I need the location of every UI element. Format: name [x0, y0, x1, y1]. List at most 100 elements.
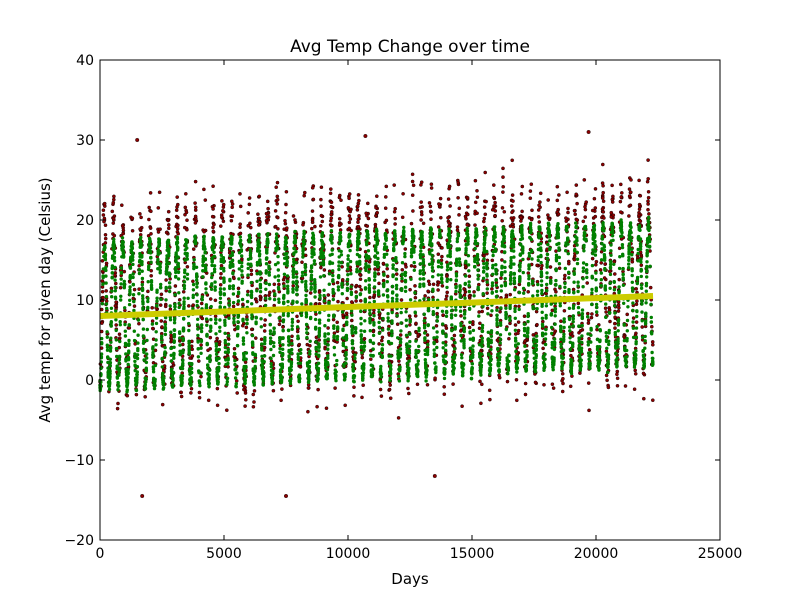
raw-temperature-point [329, 216, 334, 220]
smoothed-temperature-point [462, 346, 466, 350]
smoothed-temperature-point [262, 354, 267, 358]
smoothed-temperature-point [496, 352, 500, 356]
smoothed-temperature-point [137, 271, 142, 276]
raw-temperature-point [482, 205, 487, 209]
smoothed-temperature-point [571, 304, 576, 308]
smoothed-temperature-point [412, 248, 416, 253]
smoothed-temperature-point [337, 264, 341, 268]
raw-temperature-point [501, 175, 505, 179]
smoothed-temperature-point [110, 271, 115, 275]
smoothed-temperature-point [554, 282, 558, 287]
smoothed-temperature-point [436, 260, 441, 264]
raw-temperature-point [132, 304, 137, 308]
smoothed-temperature-point [618, 255, 622, 259]
raw-temperature-point [291, 214, 296, 218]
raw-temperature-point [441, 313, 445, 318]
smoothed-temperature-point [312, 247, 316, 251]
smoothed-temperature-point [330, 241, 334, 245]
smoothed-temperature-point [649, 302, 653, 306]
raw-temperature-point [425, 333, 430, 337]
raw-temperature-point [593, 206, 598, 210]
raw-temperature-point [605, 378, 609, 383]
smoothed-temperature-point [134, 388, 139, 393]
smoothed-temperature-point [646, 220, 651, 224]
smoothed-temperature-point [394, 283, 399, 288]
raw-temperature-point [110, 209, 115, 214]
raw-temperature-point [473, 223, 477, 227]
smoothed-temperature-point [413, 311, 417, 315]
smoothed-temperature-point [231, 284, 235, 288]
raw-temperature-point [215, 336, 219, 341]
raw-temperature-point [586, 318, 591, 322]
smoothed-temperature-point [264, 296, 268, 300]
raw-temperature-point [452, 349, 457, 354]
raw-temperature-point [560, 371, 565, 376]
raw-temperature-point [249, 327, 254, 332]
smoothed-temperature-point [504, 310, 508, 315]
raw-temperature-point [177, 297, 182, 302]
smoothed-temperature-point [640, 319, 644, 323]
smoothed-temperature-point [482, 266, 486, 270]
raw-temperature-point [586, 381, 591, 385]
smoothed-temperature-point [406, 369, 410, 374]
smoothed-temperature-point [309, 282, 313, 286]
raw-temperature-point [617, 246, 622, 251]
smoothed-temperature-point [218, 325, 222, 329]
smoothed-temperature-point [600, 237, 605, 241]
smoothed-temperature-point [494, 294, 499, 299]
smoothed-temperature-point [264, 287, 268, 291]
raw-temperature-point [250, 283, 254, 288]
smoothed-temperature-point [469, 376, 474, 380]
raw-temperature-point [523, 392, 528, 397]
smoothed-temperature-point [386, 299, 390, 303]
raw-temperature-point [640, 325, 645, 329]
raw-temperature-point [301, 222, 305, 227]
smoothed-temperature-point [326, 347, 330, 351]
raw-temperature-point [226, 364, 230, 369]
raw-temperature-point [528, 196, 533, 200]
raw-temperature-point [583, 215, 588, 219]
raw-temperature-point [199, 343, 203, 347]
raw-temperature-point [354, 290, 358, 294]
raw-temperature-point [206, 398, 211, 403]
smoothed-temperature-point [459, 353, 464, 357]
raw-temperature-point [190, 354, 195, 358]
raw-temperature-point [599, 261, 604, 265]
smoothed-temperature-point [643, 334, 647, 339]
raw-temperature-point [366, 216, 371, 221]
raw-temperature-point [482, 216, 487, 221]
smoothed-temperature-point [208, 368, 212, 372]
raw-temperature-point [583, 207, 588, 212]
smoothed-temperature-point [418, 271, 422, 276]
raw-temperature-point [456, 195, 460, 200]
raw-temperature-point [349, 300, 354, 304]
raw-temperature-point [586, 311, 590, 316]
smoothed-temperature-point [480, 323, 485, 328]
smoothed-temperature-point [348, 239, 352, 243]
smoothed-temperature-point [608, 286, 612, 290]
raw-temperature-point [215, 386, 220, 391]
raw-temperature-point [567, 261, 571, 266]
smoothed-temperature-point [107, 387, 112, 392]
raw-temperature-point [623, 384, 628, 388]
smoothed-temperature-point [196, 333, 200, 338]
smoothed-temperature-point [431, 310, 435, 314]
raw-temperature-point [262, 323, 267, 328]
smoothed-temperature-point [225, 382, 229, 387]
smoothed-temperature-point [263, 341, 267, 346]
smoothed-temperature-point [594, 286, 598, 290]
raw-temperature-point [130, 216, 135, 221]
smoothed-temperature-point [432, 354, 436, 359]
smoothed-temperature-point [585, 275, 589, 280]
smoothed-temperature-point [562, 317, 566, 321]
raw-temperature-point [232, 346, 237, 351]
raw-temperature-point [277, 282, 281, 287]
smoothed-temperature-point [226, 342, 231, 346]
raw-temperature-point [113, 304, 118, 308]
raw-temperature-point [465, 223, 470, 227]
raw-temperature-point [103, 236, 108, 241]
raw-temperature-point [401, 191, 405, 196]
smoothed-temperature-point [402, 225, 406, 230]
smoothed-temperature-point [558, 284, 562, 289]
smoothed-temperature-point [345, 277, 350, 282]
